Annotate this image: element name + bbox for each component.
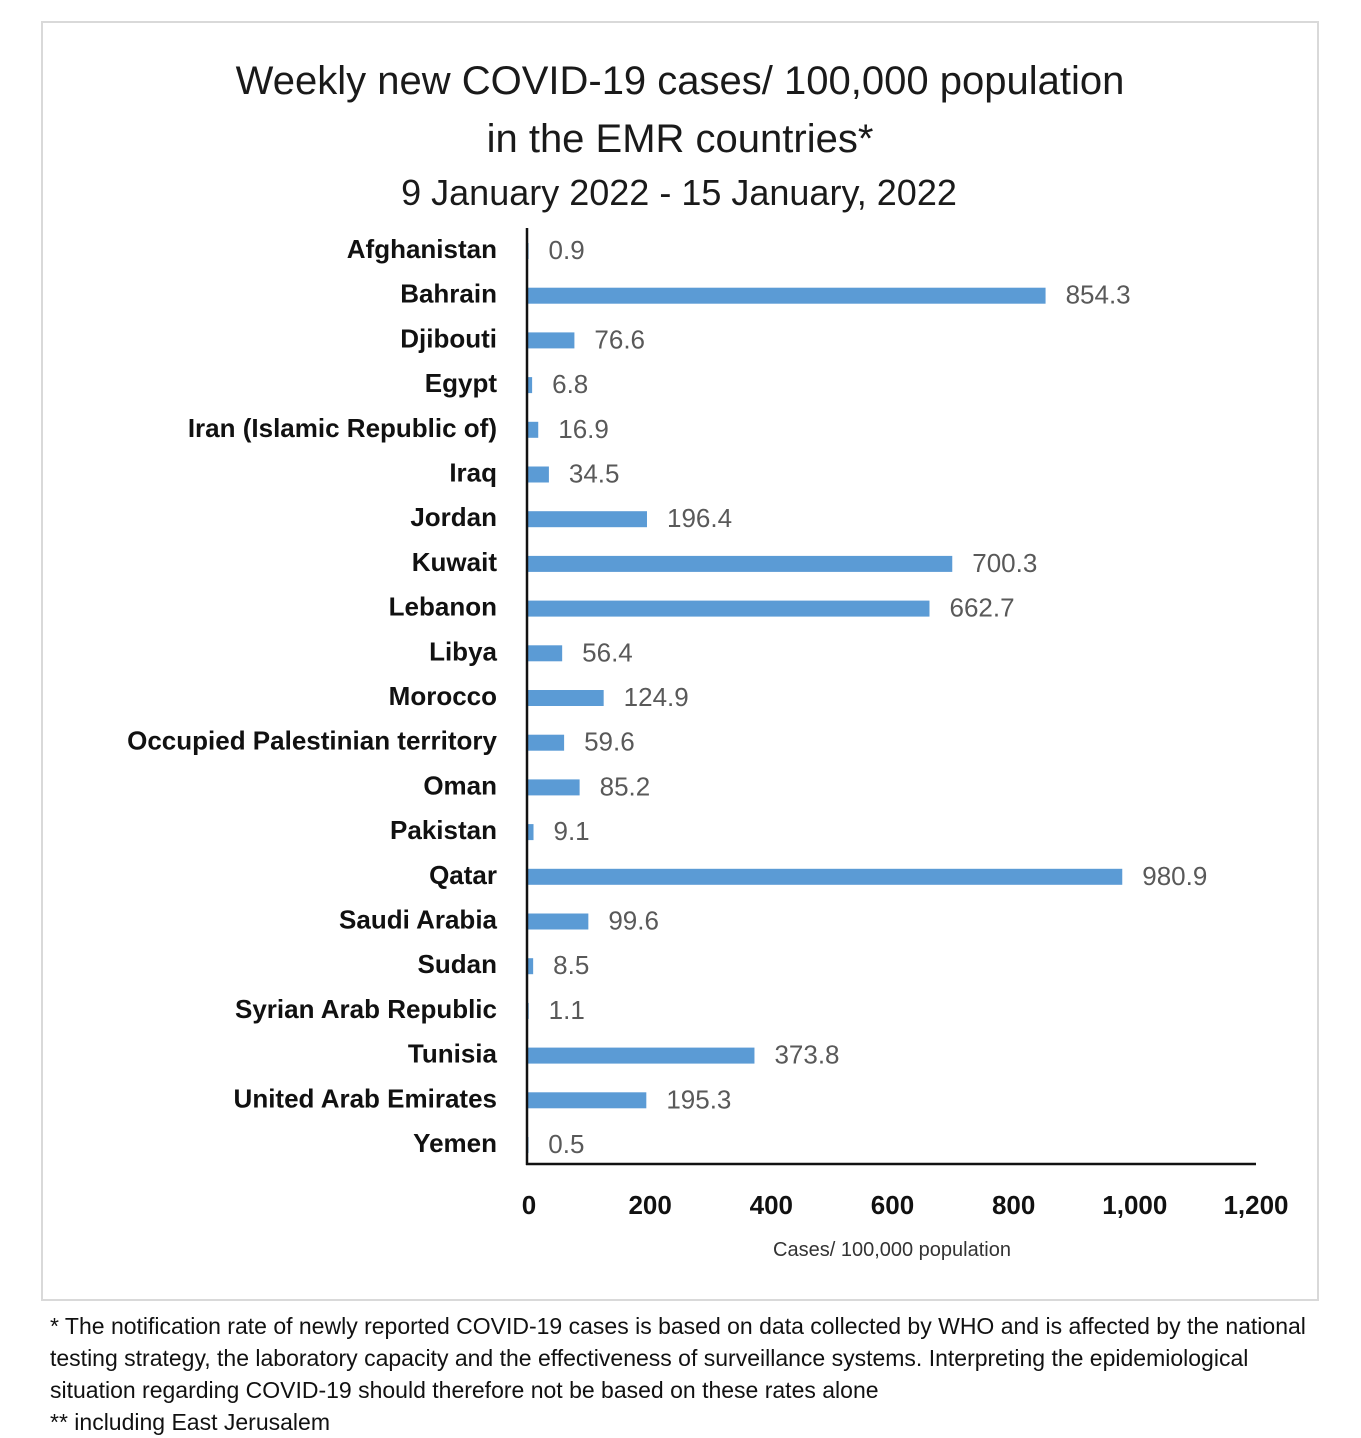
bar: [528, 600, 930, 617]
bar: [528, 511, 647, 528]
category-label: Syrian Arab Republic: [235, 994, 497, 1024]
data-label: 56.4: [582, 637, 633, 667]
data-label: 9.1: [554, 816, 590, 846]
bar: [528, 287, 1046, 304]
category-label: Tunisia: [408, 1039, 498, 1069]
category-label: Iran (Islamic Republic of): [188, 413, 497, 443]
category-label: Oman: [423, 770, 497, 800]
category-label: Qatar: [429, 860, 497, 890]
data-label: 124.9: [624, 682, 689, 712]
x-tick-label: 600: [871, 1190, 914, 1220]
bar: [528, 466, 549, 483]
data-label: 76.6: [594, 324, 645, 354]
bar: [528, 690, 604, 706]
bar: [528, 1002, 529, 1019]
bar: [528, 555, 953, 572]
category-label: Lebanon: [389, 592, 497, 622]
data-label: 8.5: [553, 950, 589, 980]
footnote-1: * The notification rate of newly reporte…: [50, 1313, 1306, 1403]
chart-title-line-1: Weekly new COVID-19 cases/ 100,000 popul…: [236, 59, 1125, 103]
data-label: 980.9: [1142, 861, 1207, 891]
data-label: 0.5: [548, 1129, 584, 1159]
bar: [528, 1047, 755, 1064]
data-label: 6.8: [552, 369, 588, 399]
data-label: 59.6: [584, 727, 635, 757]
chart-subtitle: 9 January 2022 - 15 January, 2022: [401, 172, 957, 213]
x-tick-label: 800: [992, 1190, 1035, 1220]
bar: [528, 332, 575, 349]
category-label: United Arab Emirates: [234, 1083, 497, 1113]
category-label: Jordan: [410, 502, 497, 532]
bar: [528, 734, 565, 751]
x-tick-label: 400: [750, 1190, 793, 1220]
bar: [528, 645, 563, 662]
category-label: Pakistan: [390, 815, 497, 845]
data-label: 854.3: [1066, 280, 1131, 310]
data-label: 0.9: [549, 235, 585, 265]
bar: [528, 913, 589, 930]
footnote-2: ** including East Jerusalem: [50, 1409, 330, 1435]
category-label: Djibouti: [400, 323, 497, 353]
x-tick-label: 1,000: [1102, 1190, 1167, 1220]
data-label: 34.5: [569, 459, 620, 489]
bar: [528, 421, 539, 438]
category-label: Egypt: [425, 368, 498, 398]
x-tick-label: 0: [522, 1190, 536, 1220]
chart-frame: [41, 21, 1319, 1301]
data-label: 700.3: [972, 548, 1037, 578]
category-label: Libya: [429, 636, 497, 666]
category-label: Yemen: [413, 1128, 497, 1158]
category-label: Kuwait: [412, 547, 498, 577]
category-label: Morocco: [389, 681, 497, 711]
bar: [528, 824, 534, 841]
data-label: 16.9: [558, 414, 609, 444]
x-tick-label: 1,200: [1223, 1190, 1288, 1220]
data-label: 196.4: [667, 503, 732, 533]
data-label: 195.3: [666, 1084, 731, 1114]
bar: [528, 243, 529, 259]
x-axis-label: Cases/ 100,000 population: [773, 1239, 1011, 1261]
category-label: Occupied Palestinian territory: [127, 726, 497, 756]
x-tick-label: 200: [628, 1190, 671, 1220]
data-label: 99.6: [608, 906, 659, 936]
bar: [528, 1092, 647, 1109]
category-label: Iraq: [449, 458, 497, 488]
category-label: Bahrain: [400, 279, 497, 309]
chart-title-line-2: in the EMR countries*: [487, 117, 874, 161]
data-label: 373.8: [774, 1040, 839, 1070]
category-label: Sudan: [418, 949, 497, 979]
category-label: Afghanistan: [347, 234, 497, 264]
bar: [528, 868, 1123, 885]
bar: [528, 958, 534, 975]
footnotes: * The notification rate of newly reporte…: [50, 1310, 1330, 1438]
data-label: 85.2: [600, 771, 651, 801]
bar: [528, 377, 533, 394]
category-label: Saudi Arabia: [339, 905, 498, 935]
bar: [528, 779, 580, 796]
data-label: 662.7: [949, 593, 1014, 623]
bar-chart: Weekly new COVID-19 cases/ 100,000 popul…: [127, 59, 1288, 1261]
data-label: 1.1: [549, 995, 585, 1025]
